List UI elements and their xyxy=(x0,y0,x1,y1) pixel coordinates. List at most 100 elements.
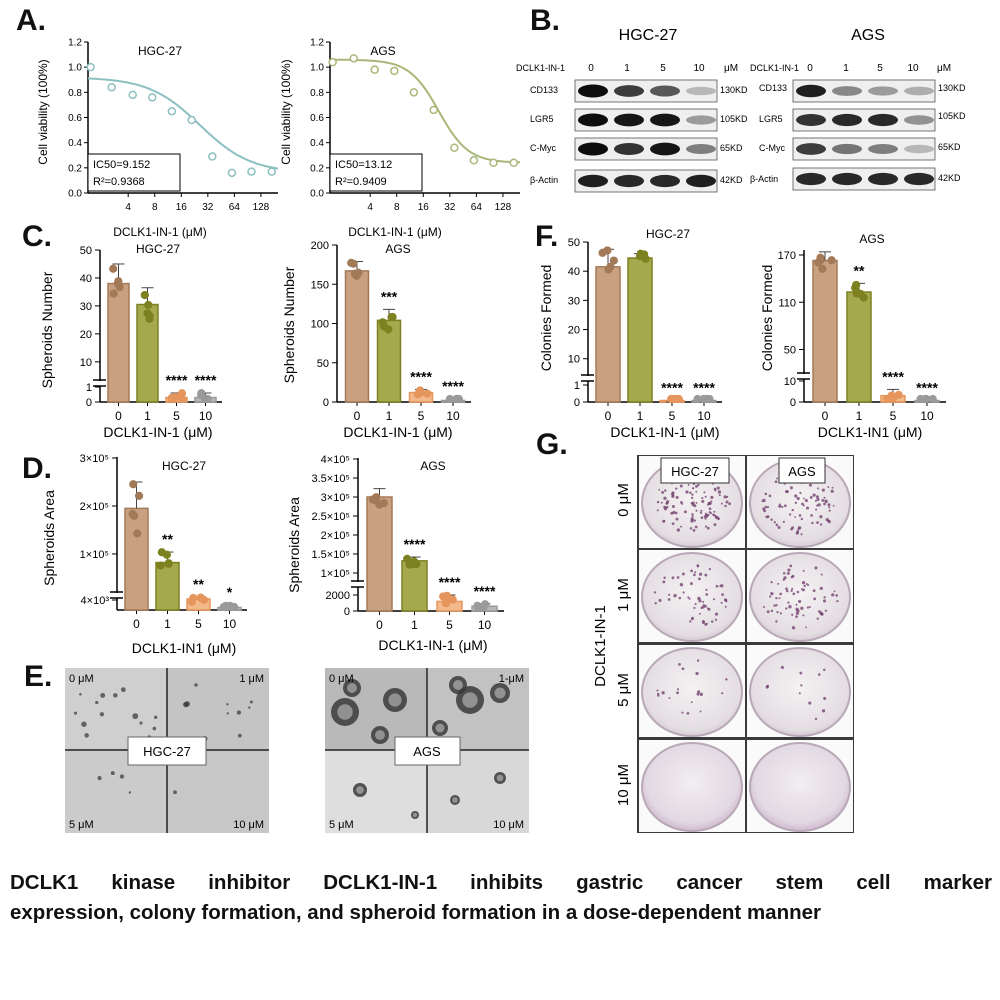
colony-dot xyxy=(710,495,714,500)
culture-dish xyxy=(641,552,743,642)
replicate-point xyxy=(667,394,677,404)
western-ags-size-130: 130KD xyxy=(938,83,966,93)
colony-dot xyxy=(666,500,670,504)
colony-dot xyxy=(778,504,782,508)
colony-dot xyxy=(681,711,684,714)
colony-dot xyxy=(686,712,690,715)
figure-caption: DCLK1 kinase inhibitor DCLK1-IN-1 inhibi… xyxy=(10,868,992,928)
colony-dot xyxy=(773,521,776,524)
x-tick-label: 0 xyxy=(115,409,122,423)
replicate-point xyxy=(349,259,358,268)
chart-c-hgc-xlabel: DCLK1-IN-1 (μM) xyxy=(103,424,212,440)
colony-dot xyxy=(695,502,698,504)
colony-dot xyxy=(690,569,694,573)
replicate-point xyxy=(818,264,827,273)
y-tick-label: 1.2 xyxy=(310,38,324,49)
significance-label: *** xyxy=(381,288,398,304)
caption-line-2: expression, colony formation, and sphero… xyxy=(10,901,822,924)
colony-dot xyxy=(692,528,696,532)
colony-dot xyxy=(813,597,816,601)
western-ags-dose-1: 1 xyxy=(843,63,849,74)
colony-dot xyxy=(697,483,700,487)
colony-dot xyxy=(658,488,661,491)
colony-dot xyxy=(656,509,659,512)
y-tick-label: 40 xyxy=(80,273,92,285)
western-ags-size-65: 65KD xyxy=(938,142,961,152)
colony-dot xyxy=(681,572,685,576)
colony-dot xyxy=(679,484,683,488)
colony-dot xyxy=(718,494,721,497)
colony-dot xyxy=(683,510,687,514)
colony-dot xyxy=(726,495,729,499)
spheroid-blob-core xyxy=(462,692,478,708)
axis-break-gap xyxy=(798,374,810,379)
replicate-point xyxy=(928,394,937,404)
data-point xyxy=(208,152,217,161)
colony-dot xyxy=(720,601,723,604)
colony-dot xyxy=(769,595,772,598)
western-hgc-size-65: 65KD xyxy=(720,143,743,153)
ags-micrograph-label-10: 10 μM xyxy=(493,819,524,831)
x-tick-label: 32 xyxy=(444,202,456,213)
plates-row-5: 5 μM xyxy=(615,673,632,707)
significance-label: **** xyxy=(410,368,432,384)
y-tick-label: 170 xyxy=(778,250,796,262)
western-ags-dose-10: 10 xyxy=(907,63,919,74)
colony-dot xyxy=(668,697,671,699)
colony-dot xyxy=(765,685,769,689)
colony-dot xyxy=(691,487,695,490)
data-point xyxy=(370,65,379,74)
western-hgc-dose-1: 1 xyxy=(624,63,630,74)
colony-dot xyxy=(819,515,823,519)
colony-dot xyxy=(663,576,666,580)
colony-dot xyxy=(811,521,814,525)
colony-dot xyxy=(656,689,659,692)
colony-dot xyxy=(833,590,836,593)
colony-dot xyxy=(798,514,802,517)
western-hgc-dose-0: 0 xyxy=(588,63,594,74)
data-point xyxy=(227,168,237,178)
axis-break-gap xyxy=(352,582,364,587)
colony-dot xyxy=(712,598,716,601)
colony-dot xyxy=(774,480,778,484)
replicate-point xyxy=(196,593,205,602)
colony-dot xyxy=(820,613,824,616)
spheroid-dot xyxy=(81,721,87,727)
panel-letter-g: G. xyxy=(536,428,568,461)
western-ags-size-42: 42KD xyxy=(938,173,961,183)
bar xyxy=(846,291,872,403)
colony-dot xyxy=(763,605,766,609)
colony-dot xyxy=(766,506,770,509)
chart-d-hgc-xlabel: DCLK1-IN1 (μM) xyxy=(132,640,237,656)
replicate-point xyxy=(637,251,647,260)
colony-dot xyxy=(779,612,783,615)
blot-strip xyxy=(574,137,718,161)
chart-d-ags-title: AGS xyxy=(420,459,445,473)
chart-f-ags-xlabel: DCLK1-IN1 (μM) xyxy=(818,424,923,440)
spheroid-dot xyxy=(194,683,198,687)
hgc-micrograph-label-10: 10 μM xyxy=(233,819,264,831)
colony-dot xyxy=(687,596,690,599)
colony-dot xyxy=(795,603,798,606)
data-point xyxy=(450,143,459,152)
colony-dot xyxy=(779,592,783,596)
colony-dot xyxy=(698,577,701,581)
y-tick-label: 50 xyxy=(80,245,92,257)
replicate-point xyxy=(439,592,448,601)
bar xyxy=(155,561,180,611)
colony-dot xyxy=(775,620,778,623)
chart-a-ags-xlabel: DCLK1-IN-1 (μM) xyxy=(348,225,442,239)
chart-c-hgc-title: HGC-27 xyxy=(136,242,180,256)
colony-dot xyxy=(785,607,788,610)
western-hgc-dose-10: 10 xyxy=(693,63,705,74)
x-tick-label: 64 xyxy=(229,202,241,213)
colony-dot xyxy=(694,571,697,574)
spheroid-blob-core xyxy=(452,797,458,803)
spheroid-blob-core xyxy=(453,680,463,690)
colony-dot xyxy=(794,501,798,504)
colony-dot xyxy=(662,519,666,523)
colony-dot xyxy=(800,684,803,687)
western-hgc-size-42: 42KD xyxy=(720,175,743,185)
colony-dot xyxy=(713,523,717,527)
data-point xyxy=(390,66,399,76)
